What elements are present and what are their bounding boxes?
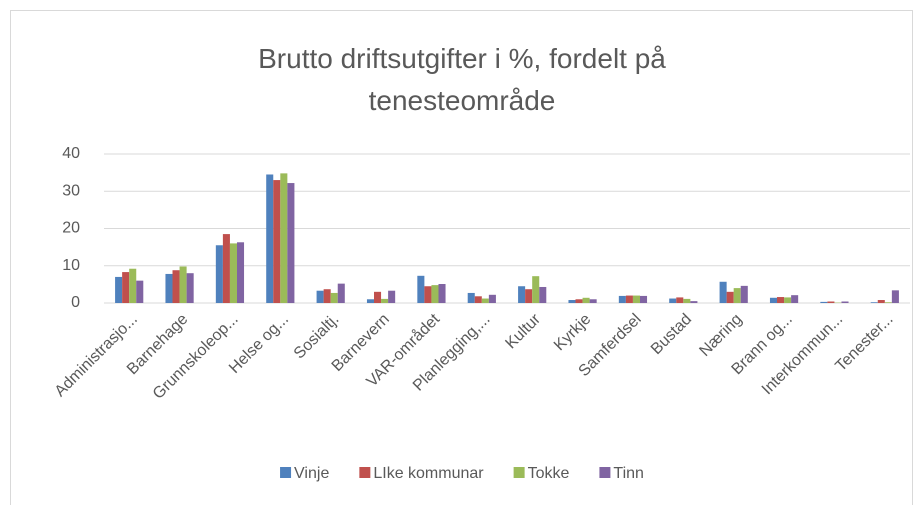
x-tick-label: Sosialtj.	[291, 311, 343, 363]
y-tick-label: 40	[62, 145, 80, 162]
x-tick-label: Administrasjo...	[52, 311, 141, 400]
y-tick-label: 20	[62, 220, 80, 237]
x-tick-label: Kultur	[502, 310, 544, 352]
y-tick-label: 10	[62, 257, 80, 274]
bar	[381, 298, 389, 303]
bar	[632, 295, 640, 303]
legend-label: Tinn	[613, 465, 644, 482]
bar	[388, 290, 396, 303]
bar	[740, 285, 748, 303]
chart-border	[10, 10, 913, 505]
bar	[316, 290, 324, 303]
bar	[280, 173, 288, 303]
bar	[488, 294, 496, 303]
bar	[172, 270, 180, 303]
legend-label: Tokke	[528, 465, 570, 482]
bar	[366, 299, 375, 303]
bar	[467, 292, 475, 303]
bar	[179, 266, 187, 303]
bar	[820, 301, 828, 303]
bar	[431, 285, 439, 303]
bar	[115, 276, 123, 303]
legend-swatch	[599, 467, 611, 478]
bar	[683, 298, 691, 303]
legend-swatch	[513, 467, 525, 478]
bar	[582, 297, 590, 303]
bar	[827, 301, 835, 303]
bar	[474, 296, 482, 303]
chart-title: Brutto driftsutgifter i %, fordelt på te…	[258, 43, 666, 116]
bar	[669, 298, 677, 303]
bar	[784, 297, 792, 303]
legend-swatch	[280, 467, 292, 478]
legend-swatch	[359, 467, 371, 478]
bar	[481, 298, 489, 303]
bar	[518, 286, 526, 303]
legend-label: LIke kommunar	[373, 465, 484, 482]
bar	[374, 291, 382, 303]
bar	[884, 302, 892, 303]
legend-label: Vinje	[294, 465, 329, 482]
bar	[236, 242, 245, 303]
bar	[568, 300, 576, 303]
bar	[870, 302, 878, 303]
bar	[323, 289, 331, 303]
bar	[222, 234, 230, 303]
bar	[625, 295, 633, 303]
bar	[690, 301, 698, 303]
bar	[215, 245, 223, 303]
bar	[330, 292, 338, 303]
bar	[129, 268, 137, 303]
bar	[769, 297, 778, 303]
bar	[532, 276, 540, 303]
bar	[229, 243, 237, 303]
x-tick-label: Grunnskoleop...	[150, 311, 242, 403]
bar	[639, 295, 648, 303]
bar	[266, 174, 274, 303]
bar	[791, 295, 799, 303]
bar	[877, 300, 885, 303]
bar	[589, 299, 597, 303]
y-tick-label: 0	[71, 294, 80, 311]
bar	[424, 286, 432, 303]
bar	[575, 299, 583, 303]
bar	[777, 297, 785, 303]
x-tick-label: Bustad	[648, 311, 695, 358]
bar	[841, 301, 849, 303]
bar	[273, 180, 281, 303]
bar	[539, 286, 547, 303]
bar	[726, 291, 734, 303]
bar	[122, 272, 130, 303]
bar	[337, 283, 345, 303]
bar	[165, 273, 173, 303]
bar	[618, 295, 626, 303]
bar	[136, 280, 144, 303]
bar	[525, 289, 533, 303]
bar	[186, 273, 194, 303]
bar	[287, 183, 295, 303]
bar	[733, 288, 741, 303]
bar	[438, 284, 446, 303]
bar	[891, 290, 899, 303]
x-tick-label: Kyrkje	[551, 311, 595, 355]
bar	[719, 281, 727, 303]
y-tick-label: 30	[62, 182, 80, 199]
bar	[676, 297, 684, 303]
x-tick-label: Næring	[696, 311, 745, 360]
bar	[417, 275, 425, 303]
